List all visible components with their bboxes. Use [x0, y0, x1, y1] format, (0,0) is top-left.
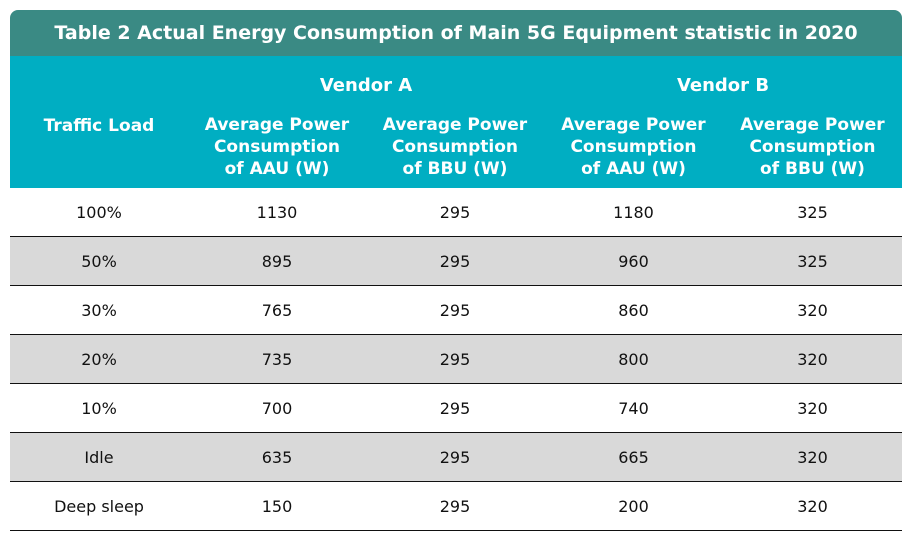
header-line: of BBU (W) — [760, 159, 865, 179]
traffic-load-cell: 30% — [81, 300, 117, 320]
traffic-load-cell: 50% — [81, 251, 117, 271]
vendor-b-bbu-cell: 320 — [797, 447, 828, 467]
vendor-b-aau-cell: 960 — [618, 251, 649, 271]
vendor-b-bbu-cell: 320 — [797, 496, 828, 516]
table-row: 50% 895 295 960 325 — [10, 237, 902, 286]
vendor-b-aau-header: Average Power Consumption of AAU (W) — [544, 108, 723, 186]
vendor-a-header: Vendor A — [319, 75, 413, 96]
vendor-b-bbu-header: Average Power Consumption of BBU (W) — [723, 108, 902, 186]
vendor-a-bbu-cell: 295 — [439, 496, 471, 516]
vendor-b-bbu-cell: 320 — [797, 398, 828, 418]
table-title: Table 2 Actual Energy Consumption of Mai… — [10, 10, 902, 56]
vendor-b-aau-cell: 800 — [618, 349, 649, 369]
vendor-a-bbu-cell: 295 — [439, 398, 471, 418]
vendor-a-aau-header: Average Power Consumption of AAU (W) — [188, 108, 366, 186]
traffic-load-cell: 20% — [81, 349, 117, 369]
vendor-a-aau-cell: 635 — [261, 447, 293, 467]
vendor-b-aau-cell: 1180 — [613, 202, 654, 222]
table-row: Deep sleep 150 295 200 320 — [10, 482, 902, 531]
vendor-b-header: Vendor B — [676, 75, 770, 96]
vendor-b-aau-cell: 860 — [618, 300, 649, 320]
vendor-b-bbu-cell: 325 — [797, 202, 828, 222]
table-row: 30% 765 295 860 320 — [10, 286, 902, 335]
vendor-b-bbu-cell: 320 — [797, 300, 828, 320]
header-line: Consumption — [391, 137, 519, 157]
vendor-a-bbu-cell: 295 — [439, 251, 471, 271]
vendor-a-aau-cell: 150 — [261, 496, 293, 516]
energy-consumption-table: Table 2 Actual Energy Consumption of Mai… — [10, 10, 902, 531]
traffic-load-cell: 10% — [81, 398, 117, 418]
table-body: 100% 1130 295 1180 325 50% 895 295 960 3… — [10, 188, 902, 531]
vendor-a-bbu-cell: 295 — [439, 447, 471, 467]
traffic-load-cell: Deep sleep — [54, 496, 144, 516]
vendor-a-aau-cell: 735 — [261, 349, 293, 369]
vendor-a-aau-cell: 1130 — [256, 202, 298, 222]
table-row: 100% 1130 295 1180 325 — [10, 188, 902, 237]
traffic-load-header: Traffic Load — [43, 116, 155, 136]
vendor-a-aau-cell: 700 — [261, 398, 293, 418]
header-line: Average Power — [561, 115, 706, 135]
vendor-b-aau-cell: 740 — [618, 398, 649, 418]
vendor-b-aau-cell: 665 — [618, 447, 649, 467]
vendor-a-bbu-cell: 295 — [439, 300, 471, 320]
traffic-load-cell: 100% — [76, 202, 122, 222]
vendor-b-bbu-cell: 325 — [797, 251, 828, 271]
table-row: 10% 700 295 740 320 — [10, 384, 902, 433]
vendor-a-bbu-cell: 295 — [439, 202, 471, 222]
vendor-a-aau-cell: 765 — [261, 300, 293, 320]
header-line: Consumption — [570, 137, 697, 157]
vendor-b-bbu-cell: 320 — [797, 349, 828, 369]
vendor-a-aau-cell: 895 — [261, 251, 293, 271]
table-row: Idle 635 295 665 320 — [10, 433, 902, 482]
vendor-a-bbu-header: Average Power Consumption of BBU (W) — [366, 108, 544, 186]
table-row: 20% 735 295 800 320 — [10, 335, 902, 384]
header-line: of AAU (W) — [224, 159, 330, 179]
header-line: Average Power — [204, 115, 350, 135]
table-header: Vendor A Vendor B Traffic Load Average P… — [10, 56, 902, 188]
header-line: Average Power — [740, 115, 885, 135]
traffic-load-cell: Idle — [84, 447, 114, 467]
header-line: of AAU (W) — [581, 159, 686, 179]
vendor-a-bbu-cell: 295 — [439, 349, 471, 369]
vendor-b-aau-cell: 200 — [618, 496, 649, 516]
header-line: Consumption — [749, 137, 876, 157]
header-line: of BBU (W) — [402, 159, 508, 179]
header-line: Consumption — [213, 137, 341, 157]
header-line: Average Power — [382, 115, 528, 135]
